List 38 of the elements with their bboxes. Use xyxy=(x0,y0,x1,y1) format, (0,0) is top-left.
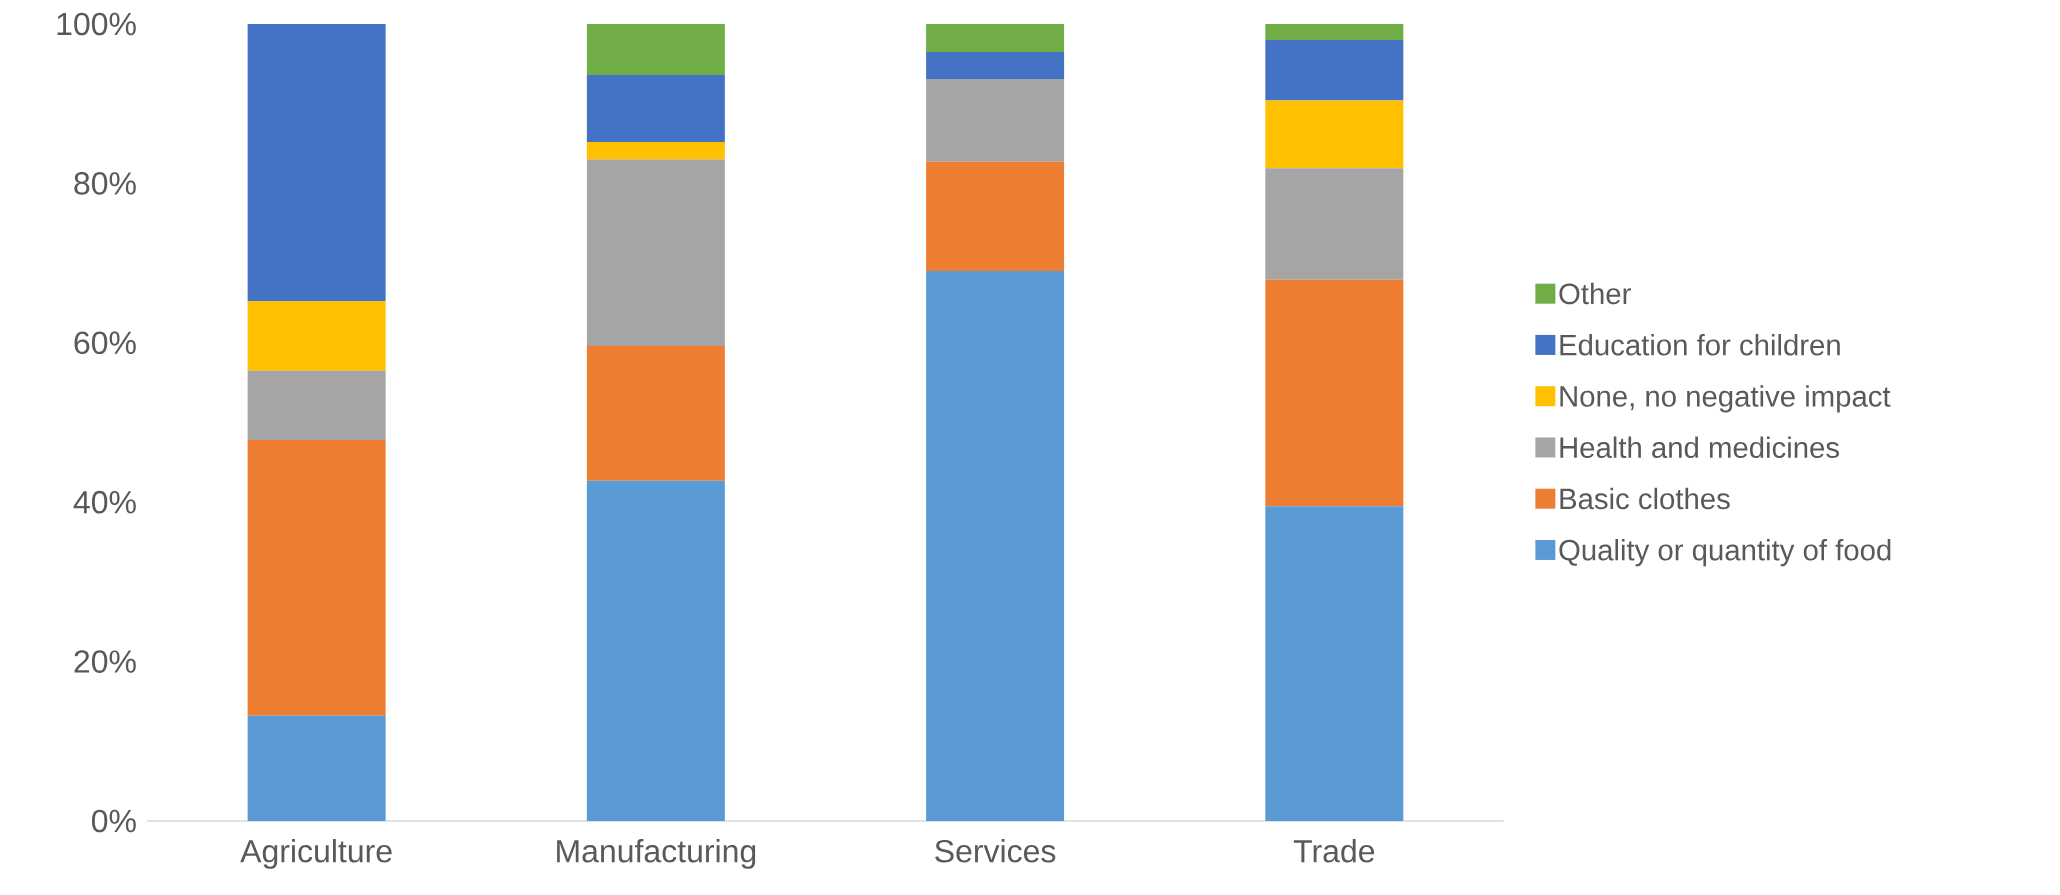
bar xyxy=(926,51,1065,79)
x-tick-label: Manufacturing xyxy=(557,839,756,869)
y-tick-label: 20% xyxy=(74,650,136,673)
bar xyxy=(926,271,1065,821)
bar xyxy=(1265,23,1404,40)
legend-label: Quality or quantity of food xyxy=(1559,538,1891,567)
bar xyxy=(586,480,725,821)
bar xyxy=(247,370,386,441)
legend-label: None, no negative impact xyxy=(1560,385,1891,413)
bar xyxy=(247,23,386,302)
bar xyxy=(247,715,386,821)
bar xyxy=(247,440,386,716)
bar xyxy=(926,78,1065,162)
legend-label: Health and medicines xyxy=(1560,436,1839,459)
y-tick-label: 0% xyxy=(91,809,136,833)
bar xyxy=(926,161,1065,272)
legend-label: Education for children xyxy=(1560,333,1840,356)
bar xyxy=(586,23,725,75)
bar xyxy=(1265,168,1404,280)
bar xyxy=(247,301,386,371)
x-tick-label: Services xyxy=(935,839,1056,863)
y-tick-label: 100% xyxy=(57,12,136,36)
legend-label: Other xyxy=(1559,282,1631,305)
bar xyxy=(586,345,725,481)
bar xyxy=(1265,279,1404,507)
bar xyxy=(1265,39,1404,101)
bar xyxy=(586,141,725,160)
y-tick-label: 60% xyxy=(74,331,136,355)
y-tick-label: 80% xyxy=(74,172,136,195)
x-tick-label: Trade xyxy=(1293,839,1375,863)
bar xyxy=(586,75,725,142)
x-tick-label: Agriculture xyxy=(240,839,392,869)
bar xyxy=(1265,100,1404,169)
bar xyxy=(926,23,1065,52)
legend-label: Basic clothes xyxy=(1560,487,1730,510)
y-tick-label: 40% xyxy=(73,490,136,514)
bar xyxy=(586,159,725,346)
bar xyxy=(1265,506,1404,821)
